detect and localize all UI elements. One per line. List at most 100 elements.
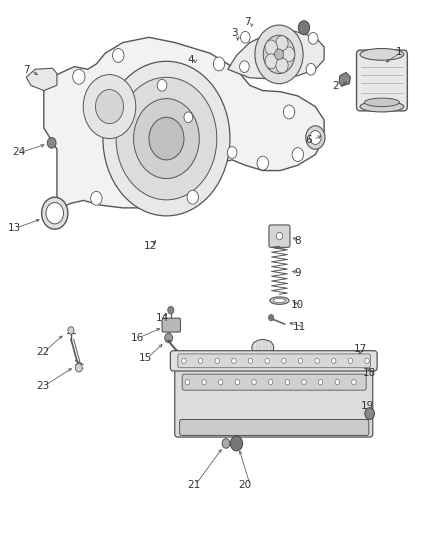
Circle shape — [265, 358, 269, 364]
Text: 6: 6 — [306, 135, 312, 144]
Circle shape — [116, 77, 217, 200]
Circle shape — [283, 105, 295, 119]
Circle shape — [113, 49, 124, 62]
Text: 7: 7 — [23, 66, 30, 75]
FancyBboxPatch shape — [182, 374, 366, 390]
Circle shape — [95, 90, 124, 124]
Circle shape — [268, 379, 273, 385]
Circle shape — [298, 358, 303, 364]
Text: 1: 1 — [396, 47, 402, 57]
Text: 14: 14 — [156, 313, 169, 322]
Text: 19: 19 — [360, 401, 374, 411]
Circle shape — [184, 112, 193, 123]
Circle shape — [315, 358, 319, 364]
Circle shape — [235, 379, 240, 385]
Circle shape — [187, 190, 198, 204]
FancyBboxPatch shape — [175, 365, 373, 437]
Circle shape — [227, 147, 237, 158]
Text: 13: 13 — [8, 223, 21, 233]
Ellipse shape — [273, 298, 286, 303]
Polygon shape — [339, 72, 350, 86]
Text: 23: 23 — [36, 381, 49, 391]
Circle shape — [168, 306, 174, 314]
Text: 15: 15 — [139, 353, 152, 363]
Circle shape — [283, 47, 295, 62]
Circle shape — [198, 358, 203, 364]
Text: 24: 24 — [12, 148, 25, 157]
Circle shape — [298, 21, 310, 35]
Circle shape — [83, 75, 136, 139]
Circle shape — [91, 191, 102, 205]
Circle shape — [257, 156, 268, 170]
Circle shape — [302, 379, 306, 385]
Text: 12: 12 — [144, 241, 157, 251]
Ellipse shape — [270, 297, 289, 304]
Circle shape — [285, 379, 290, 385]
Circle shape — [232, 358, 236, 364]
Circle shape — [134, 99, 199, 179]
Circle shape — [68, 327, 74, 334]
Circle shape — [182, 358, 186, 364]
Text: 7: 7 — [244, 18, 251, 27]
Circle shape — [157, 79, 167, 91]
Circle shape — [202, 379, 206, 385]
Text: 3: 3 — [231, 28, 238, 38]
Text: 2: 2 — [332, 82, 339, 91]
Ellipse shape — [360, 101, 404, 112]
Circle shape — [149, 117, 184, 160]
Circle shape — [268, 314, 274, 321]
Text: 5: 5 — [299, 23, 306, 33]
Polygon shape — [44, 37, 324, 213]
Circle shape — [365, 358, 369, 364]
Text: 11: 11 — [293, 322, 306, 332]
Circle shape — [73, 69, 85, 84]
Circle shape — [306, 63, 316, 75]
Circle shape — [263, 35, 295, 74]
Text: 10: 10 — [290, 300, 304, 310]
Circle shape — [332, 358, 336, 364]
FancyBboxPatch shape — [269, 225, 290, 247]
Text: 8: 8 — [295, 236, 301, 246]
Circle shape — [318, 379, 323, 385]
Ellipse shape — [360, 49, 404, 60]
Circle shape — [185, 379, 190, 385]
Circle shape — [310, 131, 321, 144]
Circle shape — [265, 40, 277, 55]
Circle shape — [275, 49, 283, 60]
Circle shape — [46, 203, 64, 224]
Circle shape — [348, 358, 353, 364]
Circle shape — [165, 333, 173, 343]
Polygon shape — [228, 31, 324, 79]
Ellipse shape — [252, 340, 274, 356]
Text: 20: 20 — [238, 480, 251, 490]
Circle shape — [240, 31, 250, 43]
Circle shape — [292, 148, 304, 161]
Circle shape — [308, 33, 318, 44]
Circle shape — [352, 379, 356, 385]
Text: 21: 21 — [187, 480, 201, 490]
Circle shape — [335, 379, 339, 385]
FancyBboxPatch shape — [162, 318, 180, 332]
Ellipse shape — [364, 98, 399, 107]
Circle shape — [365, 408, 374, 419]
Text: 18: 18 — [363, 368, 376, 378]
Circle shape — [255, 25, 303, 84]
Circle shape — [276, 232, 283, 240]
Circle shape — [222, 439, 230, 448]
Circle shape — [219, 379, 223, 385]
Polygon shape — [26, 68, 57, 91]
Circle shape — [306, 126, 325, 149]
Circle shape — [213, 57, 225, 71]
Circle shape — [75, 364, 82, 372]
Circle shape — [240, 61, 249, 72]
FancyBboxPatch shape — [178, 354, 371, 368]
Circle shape — [252, 379, 256, 385]
Circle shape — [248, 358, 253, 364]
Circle shape — [230, 436, 243, 451]
FancyBboxPatch shape — [357, 50, 407, 111]
Circle shape — [265, 54, 277, 69]
Circle shape — [42, 197, 68, 229]
FancyBboxPatch shape — [170, 351, 377, 371]
Text: 16: 16 — [131, 333, 144, 343]
Circle shape — [103, 61, 230, 216]
